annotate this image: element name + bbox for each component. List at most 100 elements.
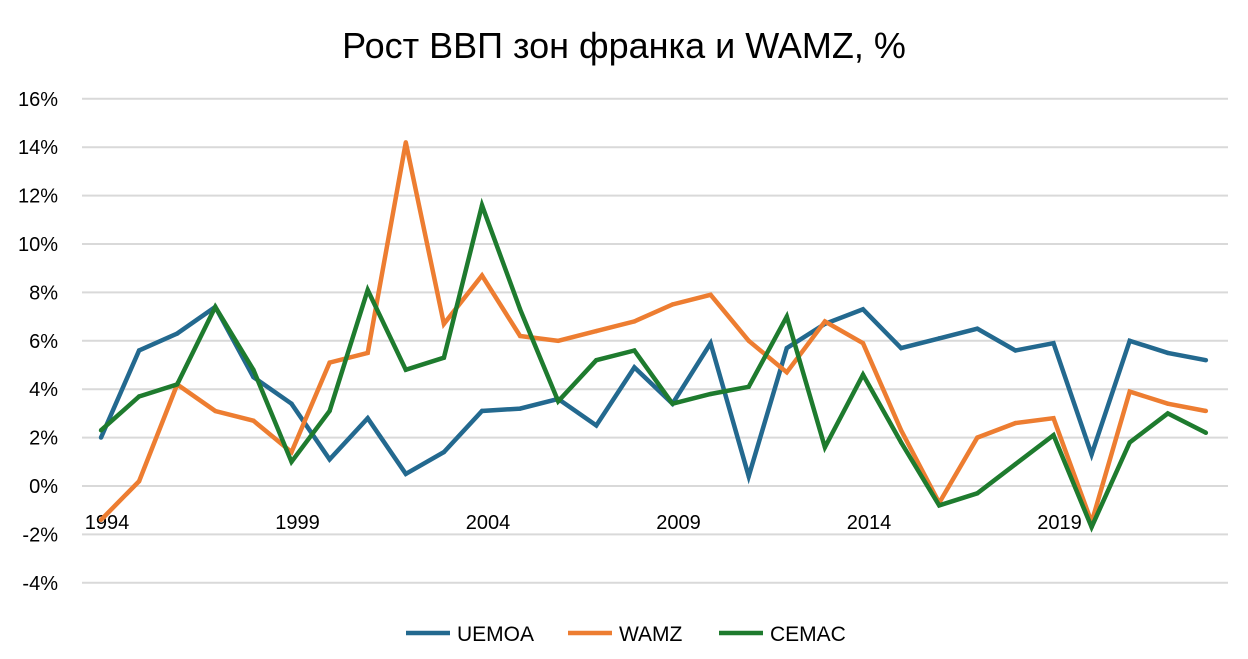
data-point-wamz	[441, 321, 447, 327]
gridlines	[82, 97, 1228, 584]
data-point-cemac	[632, 348, 637, 353]
data-point-uemoa	[937, 336, 942, 341]
data-point-uemoa	[517, 406, 523, 411]
data-point-cemac	[898, 440, 904, 445]
data-point-cemac	[1089, 524, 1094, 530]
data-point-wamz	[1013, 420, 1018, 426]
chart-title: Рост ВВП зон франка и WAMZ, %	[342, 25, 906, 66]
data-point-wamz	[136, 478, 142, 484]
data-point-uemoa	[479, 408, 485, 414]
data-point-cemac	[975, 491, 980, 496]
data-point-uemoa	[289, 401, 294, 406]
data-point-uemoa	[175, 331, 180, 336]
data-point-cemac	[670, 401, 675, 406]
data-point-uemoa	[1051, 341, 1056, 346]
y-tick-label: 16%	[18, 89, 58, 111]
data-point-uemoa	[1127, 338, 1132, 343]
data-point-wamz	[1127, 389, 1132, 394]
x-tick-label: 1999	[275, 512, 320, 534]
y-tick-label: 6%	[29, 331, 58, 353]
data-point-wamz	[365, 350, 370, 356]
data-point-cemac	[708, 391, 713, 397]
data-point-cemac	[517, 307, 523, 312]
data-point-wamz	[708, 292, 713, 298]
data-point-uemoa	[441, 449, 447, 455]
data-point-uemoa	[708, 341, 713, 346]
data-point-wamz	[251, 418, 256, 423]
data-point-uemoa	[632, 365, 637, 370]
data-point-wamz	[860, 341, 866, 346]
series-line-uemoa	[98, 303, 1207, 485]
data-point-wamz	[784, 370, 789, 375]
legend-label: UEMOA	[457, 623, 534, 646]
data-point-wamz	[517, 333, 523, 339]
data-point-wamz	[289, 449, 294, 455]
data-point-wamz	[327, 360, 332, 365]
data-point-cemac	[327, 408, 332, 414]
data-point-cemac	[1165, 411, 1171, 416]
data-point-cemac	[441, 355, 447, 360]
x-tick-label: 2019	[1037, 512, 1082, 534]
data-point-uemoa	[975, 326, 980, 331]
y-tick-label: 0%	[29, 476, 58, 498]
data-point-uemoa	[898, 345, 904, 351]
data-point-cemac	[746, 384, 751, 389]
data-point-cemac	[937, 503, 942, 508]
series-lines	[98, 140, 1209, 533]
data-point-wamz	[479, 273, 485, 278]
data-point-wamz	[98, 517, 104, 523]
data-point-wamz	[898, 428, 904, 433]
y-tick-label: -2%	[22, 524, 58, 546]
series-line-cemac	[99, 197, 1207, 533]
data-point-wamz	[1051, 416, 1056, 421]
legend: UEMOA WAMZ CEMAC	[406, 623, 846, 646]
y-tick-label: -4%	[22, 573, 58, 595]
legend-item-cemac: CEMAC	[719, 623, 846, 646]
data-point-wamz	[213, 408, 218, 414]
data-point-wamz	[1203, 408, 1209, 414]
data-point-uemoa	[1013, 348, 1018, 353]
data-point-cemac	[1203, 430, 1209, 435]
x-tick-label: 2004	[466, 512, 511, 534]
data-point-wamz	[975, 435, 980, 440]
data-point-cemac	[175, 382, 180, 387]
x-tick-label: 2009	[656, 512, 701, 534]
data-point-cemac	[860, 372, 866, 377]
data-point-cemac	[251, 367, 256, 373]
data-point-cemac	[136, 394, 142, 399]
data-point-cemac	[556, 399, 561, 404]
y-axis: -4% -2% 0% 2% 4% 6% 8% 10% 12% 14% 16%	[18, 89, 58, 595]
legend-label: CEMAC	[770, 623, 846, 646]
x-axis: 1994 1999 2004 2009 2014 2019	[85, 512, 1082, 534]
data-point-uemoa	[594, 423, 599, 428]
data-point-uemoa	[327, 457, 332, 462]
data-point-wamz	[594, 328, 599, 334]
data-point-uemoa	[98, 435, 104, 440]
legend-item-uemoa: UEMOA	[406, 623, 534, 646]
data-point-wamz	[746, 338, 751, 343]
data-point-uemoa	[746, 474, 751, 479]
y-tick-label: 14%	[18, 137, 58, 159]
data-point-cemac	[479, 203, 485, 208]
legend-label: WAMZ	[619, 623, 683, 646]
data-point-cemac	[784, 314, 789, 319]
data-point-uemoa	[1089, 452, 1094, 457]
data-point-uemoa	[403, 471, 408, 477]
data-point-cemac	[1051, 432, 1056, 438]
data-point-cemac	[403, 367, 408, 373]
data-point-cemac	[594, 357, 599, 363]
data-point-uemoa	[784, 345, 789, 351]
legend-item-wamz: WAMZ	[568, 623, 683, 646]
data-point-uemoa	[1203, 357, 1209, 363]
y-tick-label: 8%	[29, 282, 58, 304]
data-point-cemac	[213, 304, 218, 310]
data-point-cemac	[365, 287, 370, 293]
data-point-cemac	[289, 459, 294, 464]
data-point-uemoa	[365, 416, 370, 421]
data-point-wamz	[1165, 401, 1171, 406]
x-tick-label: 1994	[85, 512, 130, 534]
data-point-cemac	[98, 428, 104, 433]
y-tick-label: 2%	[29, 428, 58, 450]
series-line-wamz	[99, 141, 1207, 530]
